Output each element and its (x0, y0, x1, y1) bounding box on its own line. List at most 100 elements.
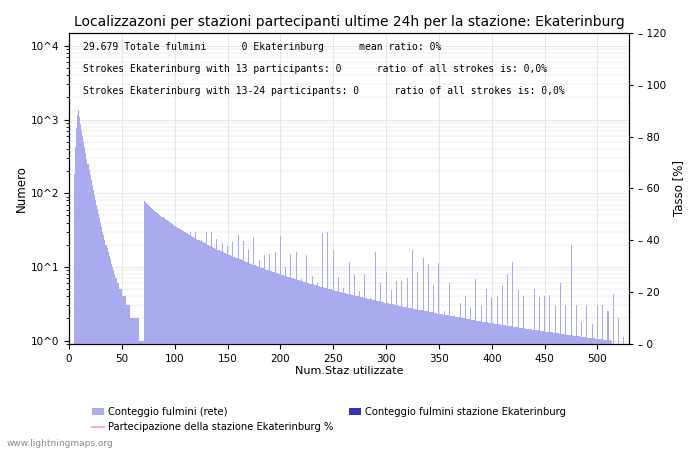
Bar (319, 286, 320, 450)
Bar (351, 295, 353, 450)
Bar (178, 228, 179, 450)
Bar (349, 294, 351, 450)
Bar (171, 223, 172, 450)
Bar (224, 252, 225, 450)
Bar (108, 256, 110, 450)
Bar (379, 302, 380, 450)
Bar (512, 262, 513, 450)
Bar (592, 324, 593, 450)
Bar (415, 309, 416, 450)
Bar (421, 310, 423, 450)
Bar (192, 237, 193, 450)
Bar (612, 294, 614, 450)
Bar (326, 288, 328, 450)
Bar (479, 321, 480, 450)
Bar (268, 270, 270, 450)
Bar (343, 288, 344, 450)
Bar (524, 328, 525, 450)
Bar (220, 251, 222, 450)
Bar (205, 243, 206, 450)
Text: Strokes Ekaterinburg with 13 participants: 0      ratio of all strokes is: 0,0%: Strokes Ekaterinburg with 13 participant… (83, 64, 547, 74)
Bar (315, 285, 316, 450)
Text: 29.679 Totale fulmini      0 Ekaterinburg      mean ratio: 0%: 29.679 Totale fulmini 0 Ekaterinburg mea… (83, 42, 442, 52)
Bar (232, 243, 233, 450)
Bar (470, 307, 471, 450)
Bar (556, 333, 557, 450)
Bar (564, 334, 565, 450)
Bar (573, 336, 574, 450)
Bar (580, 337, 581, 450)
Bar (247, 262, 248, 450)
Bar (489, 323, 490, 450)
Bar (90, 176, 91, 450)
Bar (239, 260, 241, 450)
Bar (121, 289, 122, 450)
Bar (360, 297, 361, 450)
Bar (444, 315, 446, 450)
Bar (287, 277, 288, 450)
Y-axis label: Tasso [%]: Tasso [%] (672, 161, 685, 216)
Bar (78, 109, 79, 450)
Bar (115, 279, 116, 450)
Bar (125, 306, 127, 450)
Bar (506, 325, 507, 450)
Bar (459, 303, 461, 450)
Bar (110, 259, 111, 450)
Bar (272, 272, 274, 450)
Bar (610, 341, 612, 450)
Bar (394, 305, 395, 450)
Bar (323, 288, 324, 450)
Bar (330, 289, 332, 450)
Bar (548, 332, 550, 450)
Bar (201, 240, 202, 450)
Bar (498, 324, 500, 450)
Bar (260, 267, 261, 450)
Bar (186, 233, 187, 450)
Bar (100, 223, 102, 450)
Bar (170, 223, 171, 450)
Bar (300, 281, 301, 450)
Bar (235, 258, 237, 450)
Bar (181, 230, 183, 450)
Bar (396, 281, 397, 450)
Bar (561, 334, 562, 450)
Bar (465, 296, 466, 450)
Bar (258, 266, 259, 450)
Y-axis label: Numero: Numero (15, 165, 28, 212)
Bar (313, 284, 314, 450)
Bar (338, 278, 339, 450)
Bar (502, 285, 503, 450)
Bar (147, 204, 148, 450)
Bar (582, 337, 583, 450)
Bar (222, 243, 223, 450)
Bar (111, 264, 112, 450)
Bar (83, 142, 84, 450)
Bar (563, 334, 564, 450)
Bar (466, 319, 467, 450)
Bar (345, 293, 346, 450)
Bar (399, 306, 400, 450)
Bar (298, 280, 299, 450)
Bar (95, 200, 96, 450)
Bar (191, 236, 192, 450)
Bar (80, 124, 81, 450)
Bar (151, 208, 152, 450)
Bar (377, 301, 378, 450)
Bar (321, 287, 322, 450)
Bar (356, 296, 357, 450)
Bar (328, 289, 330, 450)
Bar (492, 323, 493, 450)
Bar (195, 232, 197, 450)
Bar (584, 337, 585, 450)
Bar (278, 274, 279, 450)
Bar (446, 315, 447, 450)
Bar (256, 266, 257, 450)
Bar (135, 319, 136, 450)
Bar (536, 330, 537, 450)
Bar (288, 277, 289, 450)
Bar (187, 234, 188, 450)
Bar (608, 340, 610, 450)
Bar (230, 256, 231, 450)
Bar (89, 170, 90, 450)
Bar (316, 285, 317, 450)
